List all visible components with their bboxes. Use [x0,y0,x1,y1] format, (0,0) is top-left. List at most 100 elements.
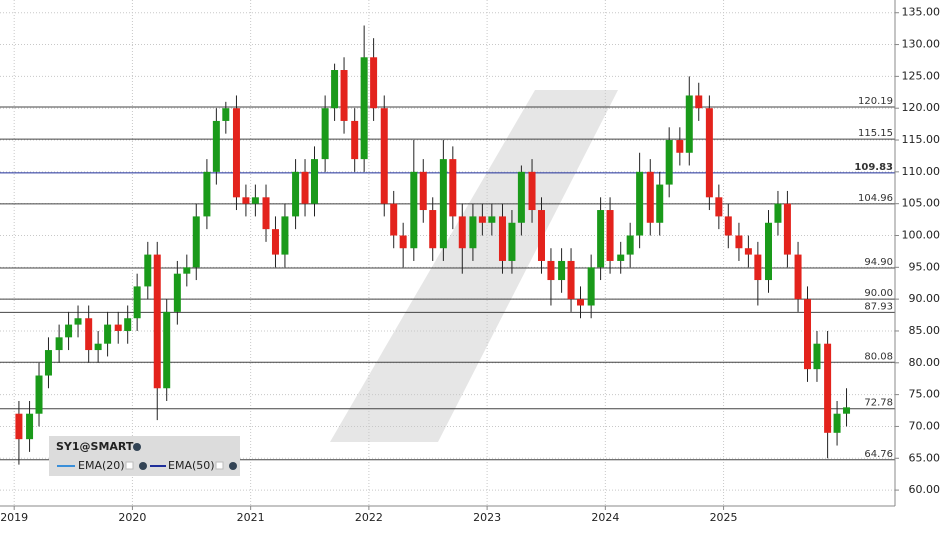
candle-body [183,267,191,274]
candle-body [547,260,555,281]
level-label: 94.90 [864,257,893,268]
candle-body [222,108,230,121]
candle-body [271,229,279,255]
candle-body [774,203,782,223]
y-tick-label: 70.00 [909,419,941,432]
x-tick-label: 2024 [591,511,619,524]
x-tick-label: 2020 [118,511,146,524]
candle-body [617,254,625,261]
candle-body [419,171,427,211]
legend-icon [139,462,147,470]
candle-body [636,171,644,236]
candle-body [488,216,496,223]
y-tick-label: 90.00 [909,292,941,305]
candle-body [656,184,664,223]
y-tick-label: 95.00 [909,260,941,273]
candle-body [173,273,181,312]
candle-body [537,210,545,261]
y-tick-label: 80.00 [909,356,941,369]
y-tick-label: 115.00 [902,133,941,146]
candle-body [449,159,457,217]
candle-body [153,254,161,389]
candle-body [764,222,772,281]
level-label: 80.08 [864,351,893,362]
candle-body [301,171,309,204]
candle-body [665,140,673,185]
candle-body [242,197,250,204]
candle-body [783,203,791,255]
candle-body [715,197,723,217]
y-tick-label: 100.00 [902,228,941,241]
x-tick-label: 2025 [710,511,738,524]
legend-entry: EMA(50) [168,459,215,472]
watermark [330,90,618,442]
candle-body [824,343,832,433]
candle-body [517,171,525,223]
candle-body [558,260,566,281]
legend-icon [229,462,237,470]
candle-body [843,407,851,414]
candle-body [232,108,240,198]
candle-body [203,171,211,217]
y-tick-label: 85.00 [909,324,941,337]
candle-body [724,216,732,236]
candle-body [331,70,339,109]
candle-body [646,171,654,223]
candle-body [74,318,82,325]
x-tick-label: 2022 [355,511,383,524]
candle-body [15,413,23,440]
candle-body [212,120,220,172]
candle-body [458,216,466,249]
candle-body [144,254,152,287]
legend-icon [133,443,141,451]
y-tick-label: 130.00 [902,38,941,51]
candle-body [192,216,200,268]
candle-body [410,171,418,249]
candle-body [567,260,575,300]
legend: SY1@SMART EMA(20) EMA(50) [49,436,240,476]
candle-body [804,299,812,370]
candle-body [390,203,398,236]
candle-body [813,343,821,370]
level-label: 120.19 [858,96,893,107]
candle-body [577,299,585,306]
level-label: 109.83 [854,162,893,173]
candle-body [124,318,132,331]
candle-body [370,57,378,109]
level-label: 115.15 [858,128,893,139]
x-tick-label: 2019 [0,511,28,524]
legend-entry: EMA(20) [78,459,125,472]
candle-body [754,254,762,281]
candle-body [281,216,289,255]
candle-body [85,318,93,351]
candle-body [794,254,802,300]
candle-body [163,311,171,389]
legend-checkbox[interactable] [215,461,224,470]
candle-body [498,216,506,261]
candle-body [744,248,752,255]
candle-body [26,413,34,440]
candle-body [695,95,703,109]
candle-body [292,171,300,217]
candle-body [528,171,536,211]
candle-body [65,324,73,338]
candle-body [429,210,437,249]
candle-body [833,413,841,433]
level-label: 72.78 [864,398,893,409]
candle-body [676,140,684,153]
candle-body [351,120,359,160]
level-label: 90.00 [864,288,893,299]
y-tick-label: 120.00 [902,101,941,114]
candle-body [262,197,270,230]
candle-body [94,343,102,351]
candle-body [439,159,447,249]
legend-checkbox[interactable] [125,461,134,470]
y-tick-label: 65.00 [909,451,941,464]
candle-body [399,235,407,249]
candle-body [469,216,477,249]
y-tick-label: 60.00 [909,483,941,496]
candle-body [321,108,329,160]
candle-body [705,108,713,198]
y-tick-label: 105.00 [902,197,941,210]
candle-body [340,70,348,121]
